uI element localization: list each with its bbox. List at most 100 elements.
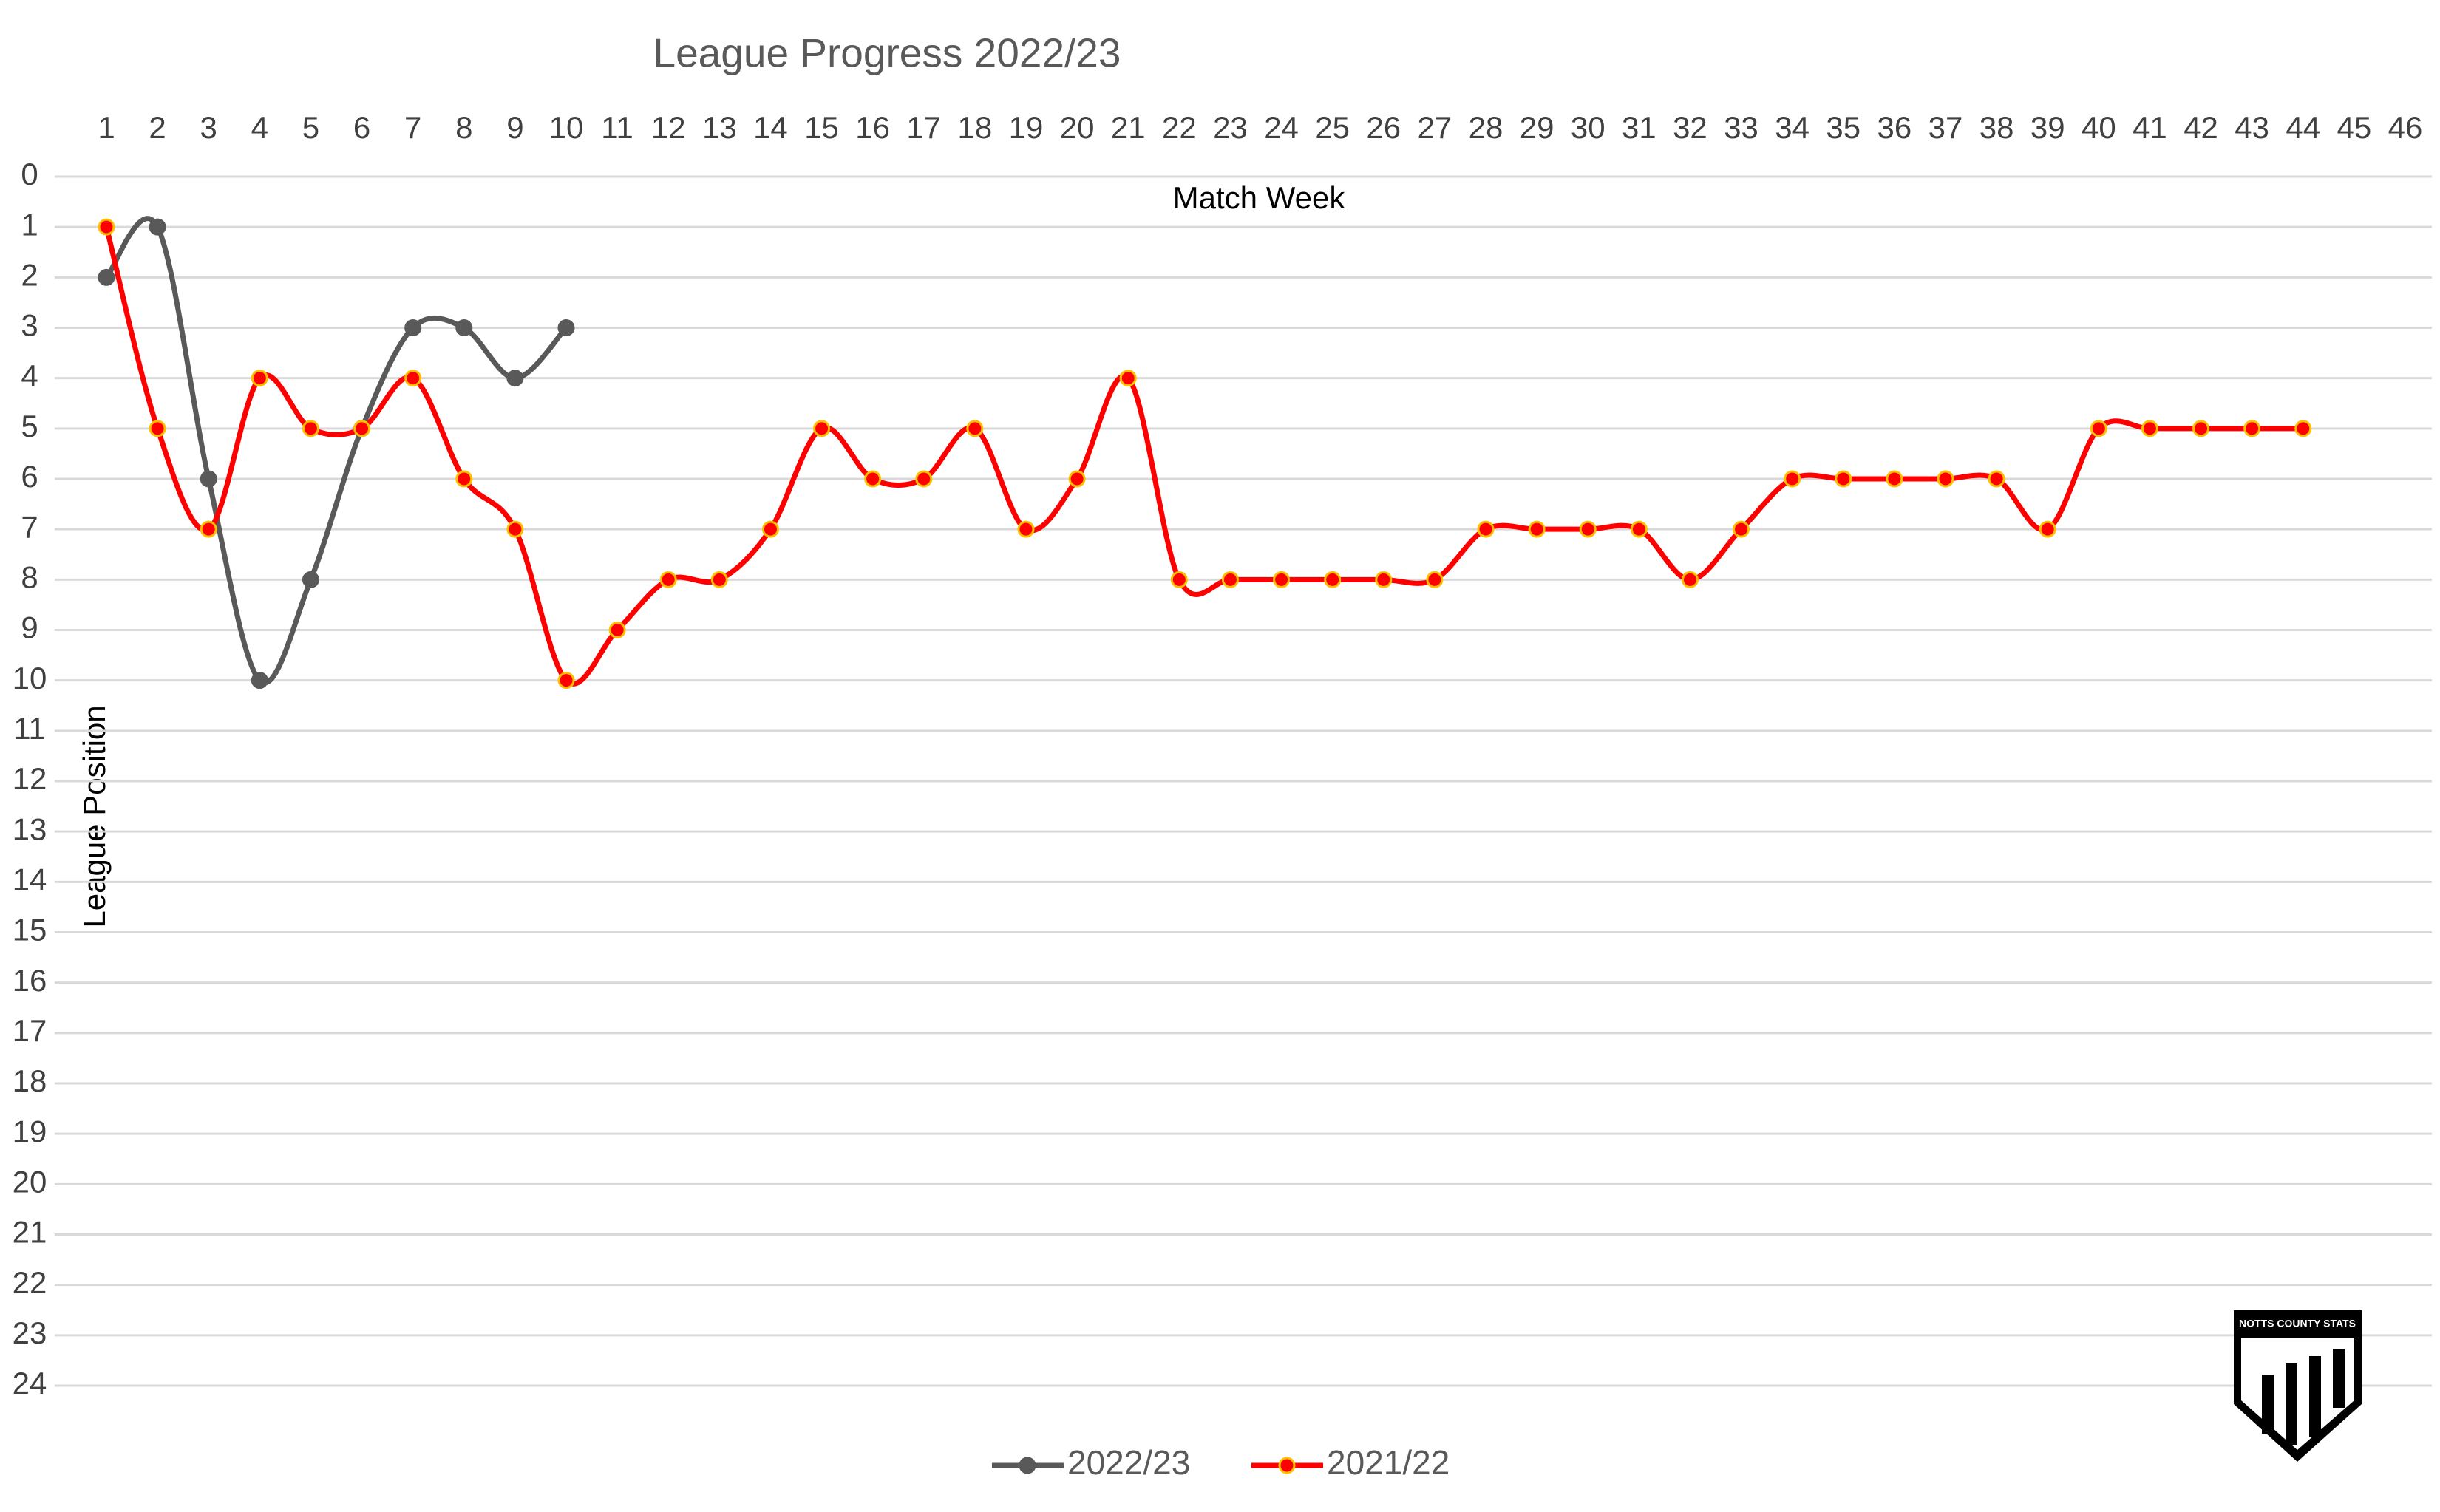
data-point xyxy=(1886,470,1903,488)
data-point xyxy=(1119,370,1137,387)
data-point xyxy=(1988,470,2005,488)
data-point xyxy=(1273,571,1291,588)
y-tick-label: 11 xyxy=(13,711,46,746)
data-point xyxy=(1784,470,1801,488)
data-point xyxy=(251,370,268,387)
data-point xyxy=(2192,420,2210,437)
y-tick-label: 8 xyxy=(21,559,38,594)
y-tick-label: 1 xyxy=(21,207,38,242)
x-tick-label: 28 xyxy=(1469,110,1503,145)
y-tick-label: 13 xyxy=(13,811,47,846)
data-point xyxy=(455,319,473,336)
logo-text: NOTTS COUNTY STATS xyxy=(2239,1318,2356,1329)
x-tick-label: 23 xyxy=(1213,110,1248,145)
x-tick-label: 8 xyxy=(455,110,472,145)
x-tick-label: 37 xyxy=(1928,110,1963,145)
data-point xyxy=(2294,420,2312,437)
x-tick-label: 18 xyxy=(958,110,993,145)
y-tick-label: 7 xyxy=(21,509,38,544)
data-point xyxy=(915,470,933,488)
data-point xyxy=(1426,571,1444,588)
data-point xyxy=(557,672,575,689)
y-tick-label: 16 xyxy=(13,963,47,998)
x-tick-label: 34 xyxy=(1775,110,1809,145)
data-point xyxy=(302,571,319,588)
y-tick-label: 20 xyxy=(13,1164,47,1199)
data-point xyxy=(98,218,115,236)
y-tick-label: 4 xyxy=(21,358,38,393)
x-tick-label: 41 xyxy=(2133,110,2167,145)
x-tick-label: 31 xyxy=(1622,110,1656,145)
x-tick-label: 46 xyxy=(2388,110,2423,145)
data-point xyxy=(353,420,371,437)
x-tick-label: 12 xyxy=(651,110,686,145)
data-point xyxy=(1170,571,1188,588)
x-tick-label: 10 xyxy=(549,110,584,145)
y-tick-label: 9 xyxy=(21,610,38,645)
legend-label: 2021/22 xyxy=(1327,1443,1450,1482)
logo-stripe xyxy=(2262,1375,2274,1434)
x-tick-label: 29 xyxy=(1520,110,1554,145)
data-point xyxy=(302,420,319,437)
data-point xyxy=(557,319,575,336)
x-tick-label: 17 xyxy=(906,110,941,145)
data-point xyxy=(966,420,984,437)
x-tick-label: 38 xyxy=(1979,110,2014,145)
x-tick-label: 35 xyxy=(1826,110,1860,145)
x-tick-label: 16 xyxy=(855,110,890,145)
x-tick-label: 44 xyxy=(2286,110,2320,145)
data-point xyxy=(710,571,728,588)
data-point xyxy=(1733,520,1750,538)
x-tick-label: 9 xyxy=(506,110,523,145)
y-axis-title: League Position xyxy=(77,705,112,927)
x-tick-label: 2 xyxy=(149,110,166,145)
data-point xyxy=(1528,520,1546,538)
y-tick-label: 0 xyxy=(21,157,38,191)
chart-title: League Progress 2022/23 xyxy=(653,30,1121,76)
y-tick-label: 6 xyxy=(21,459,38,494)
y-tick-label: 12 xyxy=(13,761,47,796)
data-point xyxy=(2090,420,2107,437)
x-tick-label: 20 xyxy=(1060,110,1095,145)
data-point xyxy=(251,672,268,689)
data-point xyxy=(404,370,422,387)
logo-stripe xyxy=(2309,1356,2321,1437)
legend-marker xyxy=(1278,1457,1296,1474)
y-tick-label: 24 xyxy=(13,1366,47,1400)
logo: NOTTS COUNTY STATS xyxy=(2234,1310,2362,1462)
x-tick-label: 19 xyxy=(1009,110,1044,145)
data-point xyxy=(2141,420,2158,437)
x-tick-label: 45 xyxy=(2337,110,2372,145)
x-tick-label: 40 xyxy=(2082,110,2116,145)
y-tick-label: 2 xyxy=(21,257,38,292)
x-tick-label: 4 xyxy=(251,110,268,145)
legend-item: 2021/22 xyxy=(1251,1443,1450,1482)
x-tick-label: 3 xyxy=(200,110,217,145)
data-point xyxy=(1324,571,1342,588)
data-point xyxy=(200,520,217,538)
data-point xyxy=(149,420,166,437)
data-point xyxy=(1835,470,1852,488)
y-tick-label: 23 xyxy=(13,1315,47,1350)
x-tick-label: 21 xyxy=(1111,110,1146,145)
x-axis-title: Match Week xyxy=(1173,180,1346,215)
x-tick-label: 13 xyxy=(702,110,737,145)
data-point xyxy=(1937,470,1954,488)
y-tick-label: 18 xyxy=(13,1063,47,1098)
x-tick-label: 14 xyxy=(753,110,788,145)
data-point xyxy=(1477,520,1495,538)
legend-item: 2022/23 xyxy=(992,1443,1190,1482)
x-tick-label: 27 xyxy=(1418,110,1452,145)
y-tick-label: 22 xyxy=(13,1265,47,1300)
data-point xyxy=(149,218,166,236)
data-point xyxy=(864,470,882,488)
y-tick-label: 15 xyxy=(13,913,47,947)
data-point xyxy=(1068,470,1086,488)
x-tick-label: 6 xyxy=(353,110,370,145)
x-tick-label: 43 xyxy=(2235,110,2269,145)
y-tick-label: 21 xyxy=(13,1215,47,1250)
x-tick-label: 32 xyxy=(1673,110,1707,145)
x-tick-label: 7 xyxy=(404,110,421,145)
x-tick-label: 5 xyxy=(302,110,319,145)
data-point xyxy=(1017,520,1035,538)
